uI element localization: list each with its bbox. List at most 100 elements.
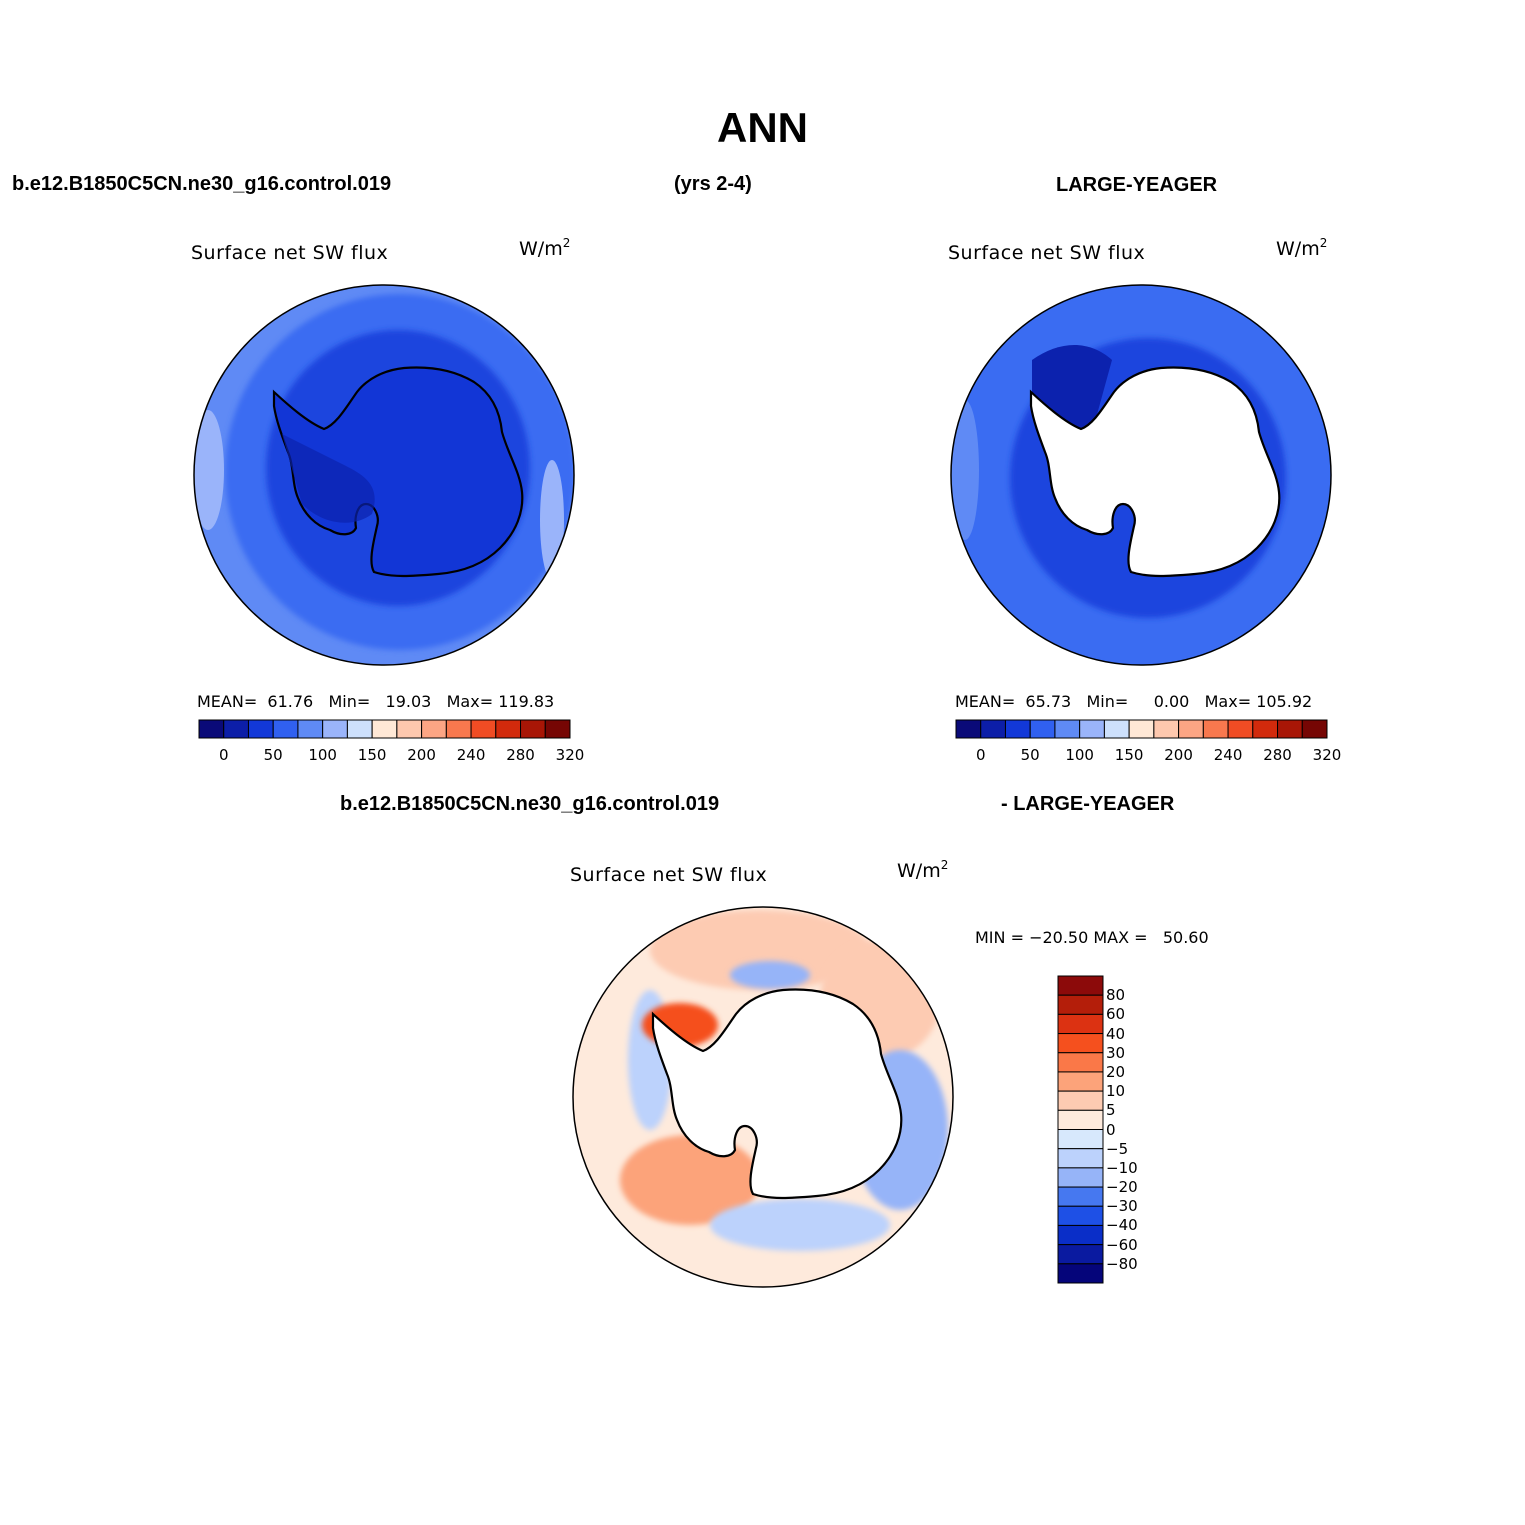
- case-name-header: b.e12.B1850C5CN.ne30_g16.control.019: [12, 173, 392, 195]
- panel2-map: [951, 285, 1331, 665]
- colorbar-cell: [1301, 719, 1328, 739]
- panel1-title: Surface net SW flux: [191, 242, 389, 264]
- colorbar-tick-label: 0: [975, 746, 986, 764]
- colorbar-tick-label: −60: [1106, 1235, 1138, 1254]
- colorbar-cell: [980, 719, 1006, 739]
- colorbar-cell: [1057, 994, 1104, 1015]
- colorbar-cell: [470, 719, 497, 739]
- colorbar-cell: [247, 719, 274, 739]
- colorbar-cell: [1178, 719, 1204, 739]
- colorbar-cell: [1057, 1109, 1104, 1130]
- colorbar-cell: [1202, 719, 1229, 739]
- colorbar-cell: [1277, 719, 1303, 739]
- colorbar-cell: [1054, 719, 1081, 739]
- colorbar-cell: [297, 719, 324, 739]
- panel3-map-border: [572, 906, 954, 1288]
- colorbar-tick-label: 5: [1106, 1101, 1116, 1120]
- colorbar-tick-label: 200: [407, 746, 436, 764]
- panel1-units: W/m2: [519, 236, 571, 260]
- colorbar-cell: [445, 719, 472, 739]
- colorbar-tick-label: 20: [1106, 1062, 1126, 1081]
- colorbar-tick-label: −10: [1106, 1158, 1138, 1177]
- colorbar-cell: [1057, 975, 1104, 996]
- colorbar-cell: [1057, 1263, 1104, 1284]
- colorbar-cell: [1057, 1052, 1104, 1073]
- colorbar-tick-label: 40: [1106, 1024, 1126, 1043]
- colorbar-cell: [1079, 719, 1105, 739]
- colorbar-cell: [520, 719, 546, 739]
- figure-title: ANN: [717, 104, 808, 151]
- colorbar-tick-label: −20: [1106, 1178, 1138, 1197]
- colorbar-tick-label: 240: [1213, 746, 1243, 764]
- colorbar-cell: [198, 719, 225, 739]
- panel3-units: W/m2: [897, 858, 949, 882]
- colorbar-tick-label: 320: [555, 746, 585, 764]
- panel2-colorbar: [955, 719, 1328, 739]
- colorbar-tick-label: 60: [1106, 1005, 1126, 1024]
- colorbar-cell: [371, 719, 398, 739]
- colorbar-cell: [1252, 719, 1279, 739]
- diff-case-header: b.e12.B1850C5CN.ne30_g16.control.019: [340, 793, 720, 815]
- colorbar-cell: [1057, 1186, 1104, 1207]
- panel1-colorbar: [198, 719, 571, 739]
- colorbar-tick-label: −80: [1106, 1254, 1138, 1273]
- colorbar-tick-label: 10: [1106, 1082, 1126, 1101]
- panel1-map-border: [193, 284, 575, 666]
- diff-obs-header: - LARGE-YEAGER: [1001, 793, 1175, 815]
- colorbar-tick-label: 50: [1020, 746, 1040, 764]
- colorbar-tick-label: 280: [1263, 746, 1292, 764]
- colorbar-cell: [1029, 719, 1056, 739]
- colorbar-tick-label: 100: [308, 746, 337, 764]
- colorbar-cell: [346, 719, 373, 739]
- panel2-map-border: [950, 284, 1332, 666]
- colorbar-cell: [1227, 719, 1254, 739]
- colorbar-cell: [1103, 719, 1130, 739]
- colorbar-tick-label: 280: [506, 746, 535, 764]
- colorbar-cell: [495, 719, 522, 739]
- panel2-title: Surface net SW flux: [948, 242, 1146, 264]
- colorbar-cell: [544, 719, 571, 739]
- colorbar-cell: [1153, 719, 1180, 739]
- colorbar-cell: [421, 719, 447, 739]
- colorbar-tick-label: 80: [1106, 986, 1126, 1005]
- panel1-stats: MEAN= 61.76 Min= 19.03 Max= 119.83: [197, 692, 555, 711]
- colorbar-tick-label: 240: [456, 746, 486, 764]
- colorbar-tick-label: −5: [1106, 1139, 1129, 1158]
- colorbar-cell: [1057, 1224, 1104, 1246]
- panel3-map: [573, 907, 953, 1287]
- colorbar-cell: [1057, 1090, 1104, 1111]
- colorbar-cell: [1057, 1148, 1104, 1169]
- colorbar-cell: [1057, 1013, 1104, 1035]
- colorbar-cell: [1128, 719, 1155, 739]
- colorbar-tick-label: 200: [1164, 746, 1193, 764]
- colorbar-cell: [1057, 1244, 1104, 1265]
- colorbar-cell: [396, 719, 423, 739]
- colorbar-tick-label: 320: [1312, 746, 1342, 764]
- colorbar-tick-label: 150: [1114, 746, 1144, 764]
- panel3-title: Surface net SW flux: [570, 864, 768, 886]
- colorbar-cell: [223, 719, 249, 739]
- colorbar-tick-label: 150: [357, 746, 387, 764]
- colorbar-tick-label: 0: [1106, 1120, 1116, 1139]
- colorbar-cell: [1057, 1205, 1104, 1226]
- colorbar-cell: [1057, 1071, 1104, 1092]
- panel1-map: [194, 285, 574, 665]
- colorbar-cell: [1057, 1167, 1104, 1188]
- panel3-minmax: MIN = −20.50 MAX = 50.60: [975, 928, 1209, 947]
- colorbar-cell: [955, 719, 982, 739]
- colorbar-cell: [1057, 1129, 1104, 1150]
- colorbar-cell: [322, 719, 348, 739]
- colorbar-cell: [272, 719, 299, 739]
- colorbar-tick-label: −30: [1106, 1197, 1138, 1216]
- colorbar-tick-label: −40: [1106, 1216, 1138, 1235]
- colorbar-tick-label: 100: [1065, 746, 1094, 764]
- colorbar-tick-label: 50: [263, 746, 283, 764]
- panel3-colorbar: [1057, 975, 1104, 1284]
- panel2-stats: MEAN= 65.73 Min= 0.00 Max= 105.92: [955, 692, 1313, 711]
- colorbar-tick-label: 30: [1106, 1043, 1126, 1062]
- colorbar-cell: [1004, 719, 1031, 739]
- obs-name-header: LARGE-YEAGER: [1056, 174, 1218, 196]
- colorbar-tick-label: 0: [218, 746, 229, 764]
- years-header: (yrs 2-4): [674, 173, 752, 195]
